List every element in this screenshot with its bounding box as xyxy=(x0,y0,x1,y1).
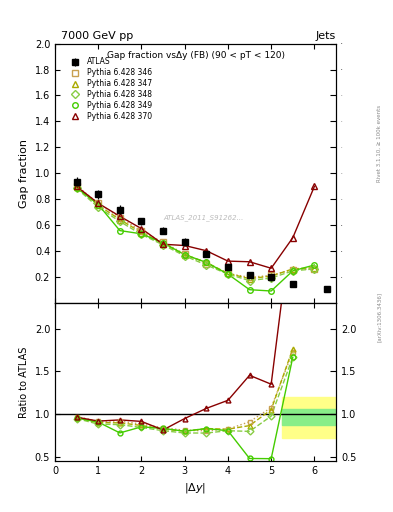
Pythia 6.428 348 xyxy=(139,231,144,238)
Pythia 6.428 347 xyxy=(312,265,317,271)
Pythia 6.428 348 xyxy=(269,275,274,281)
Pythia 6.428 370 xyxy=(118,213,122,219)
Pythia 6.428 349 xyxy=(96,202,101,208)
Text: Rivet 3.1.10, ≥ 100k events: Rivet 3.1.10, ≥ 100k events xyxy=(377,105,382,182)
Pythia 6.428 348 xyxy=(96,204,101,210)
Line: Pythia 6.428 347: Pythia 6.428 347 xyxy=(74,184,317,282)
Pythia 6.428 370 xyxy=(182,243,187,249)
Bar xyxy=(282,409,336,425)
Pythia 6.428 349 xyxy=(161,240,165,246)
Text: ATLAS_2011_S91262...: ATLAS_2011_S91262... xyxy=(164,214,244,221)
Pythia 6.428 349 xyxy=(182,251,187,258)
Pythia 6.428 347 xyxy=(269,273,274,279)
Pythia 6.428 349 xyxy=(247,287,252,293)
Pythia 6.428 347 xyxy=(161,241,165,247)
Pythia 6.428 349 xyxy=(226,271,230,277)
Pythia 6.428 349 xyxy=(269,288,274,294)
Pythia 6.428 347 xyxy=(139,229,144,236)
Pythia 6.428 348 xyxy=(161,242,165,248)
Pythia 6.428 347 xyxy=(247,275,252,282)
Line: Pythia 6.428 370: Pythia 6.428 370 xyxy=(74,184,317,271)
Y-axis label: Gap fraction: Gap fraction xyxy=(19,139,29,208)
Pythia 6.428 348 xyxy=(247,278,252,284)
Pythia 6.428 347 xyxy=(74,184,79,190)
Pythia 6.428 346 xyxy=(312,266,317,272)
Line: Pythia 6.428 346: Pythia 6.428 346 xyxy=(74,183,317,280)
Pythia 6.428 347 xyxy=(226,270,230,276)
Pythia 6.428 346 xyxy=(74,183,79,189)
Pythia 6.428 349 xyxy=(204,260,209,266)
Pythia 6.428 349 xyxy=(312,262,317,268)
Pythia 6.428 370 xyxy=(204,248,209,254)
Pythia 6.428 349 xyxy=(118,227,122,233)
Pythia 6.428 348 xyxy=(118,219,122,225)
Legend: ATLAS, Pythia 6.428 346, Pythia 6.428 347, Pythia 6.428 348, Pythia 6.428 349, P: ATLAS, Pythia 6.428 346, Pythia 6.428 34… xyxy=(64,54,155,124)
Line: Pythia 6.428 349: Pythia 6.428 349 xyxy=(74,185,317,294)
Pythia 6.428 346 xyxy=(118,215,122,221)
Y-axis label: Ratio to ATLAS: Ratio to ATLAS xyxy=(19,347,29,418)
X-axis label: $|\Delta y|$: $|\Delta y|$ xyxy=(184,481,207,495)
Pythia 6.428 370 xyxy=(74,183,79,189)
Pythia 6.428 346 xyxy=(290,266,295,272)
Pythia 6.428 346 xyxy=(182,251,187,257)
Pythia 6.428 346 xyxy=(96,200,101,206)
Bar xyxy=(282,397,336,438)
Pythia 6.428 349 xyxy=(139,231,144,237)
Pythia 6.428 349 xyxy=(74,185,79,191)
Pythia 6.428 348 xyxy=(312,266,317,272)
Pythia 6.428 347 xyxy=(182,251,187,258)
Pythia 6.428 348 xyxy=(226,271,230,277)
Pythia 6.428 346 xyxy=(139,228,144,234)
Pythia 6.428 346 xyxy=(247,274,252,281)
Pythia 6.428 370 xyxy=(96,200,101,206)
Pythia 6.428 370 xyxy=(226,258,230,264)
Pythia 6.428 347 xyxy=(96,202,101,208)
Pythia 6.428 348 xyxy=(204,262,209,268)
Pythia 6.428 370 xyxy=(312,183,317,189)
Pythia 6.428 348 xyxy=(74,185,79,191)
Pythia 6.428 348 xyxy=(290,268,295,274)
Pythia 6.428 347 xyxy=(118,217,122,223)
Pythia 6.428 347 xyxy=(290,266,295,272)
Pythia 6.428 347 xyxy=(204,260,209,266)
Pythia 6.428 349 xyxy=(290,268,295,274)
Pythia 6.428 370 xyxy=(290,234,295,241)
Pythia 6.428 346 xyxy=(269,272,274,279)
Pythia 6.428 348 xyxy=(182,253,187,259)
Pythia 6.428 370 xyxy=(247,259,252,265)
Pythia 6.428 370 xyxy=(269,265,274,271)
Pythia 6.428 346 xyxy=(161,239,165,245)
Pythia 6.428 346 xyxy=(204,261,209,267)
Text: Gap fraction vsΔy (FB) (90 < pT < 120): Gap fraction vsΔy (FB) (90 < pT < 120) xyxy=(107,51,285,60)
Text: 7000 GeV pp: 7000 GeV pp xyxy=(61,31,133,41)
Line: Pythia 6.428 348: Pythia 6.428 348 xyxy=(74,185,317,283)
Pythia 6.428 370 xyxy=(161,241,165,247)
Pythia 6.428 346 xyxy=(226,270,230,276)
Text: [arXiv:1306.3436]: [arXiv:1306.3436] xyxy=(377,292,382,343)
Pythia 6.428 370 xyxy=(139,226,144,232)
Text: Jets: Jets xyxy=(316,31,336,41)
